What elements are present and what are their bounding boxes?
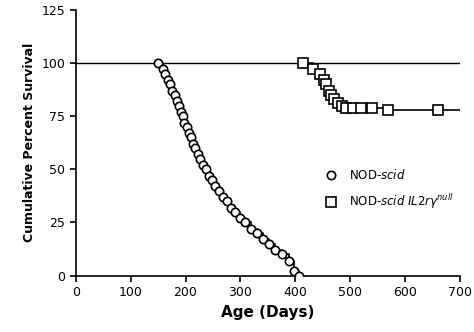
X-axis label: Age (Days): Age (Days) bbox=[221, 304, 314, 319]
Y-axis label: Cumulative Percent Survival: Cumulative Percent Survival bbox=[23, 43, 36, 242]
Legend: NOD-$\it{scid}$, NOD-$\it{scid}$ $\it{IL2r}$$\it{\gamma}$$^{\it{null}}$: NOD-$\it{scid}$, NOD-$\it{scid}$ $\it{IL… bbox=[319, 168, 454, 211]
